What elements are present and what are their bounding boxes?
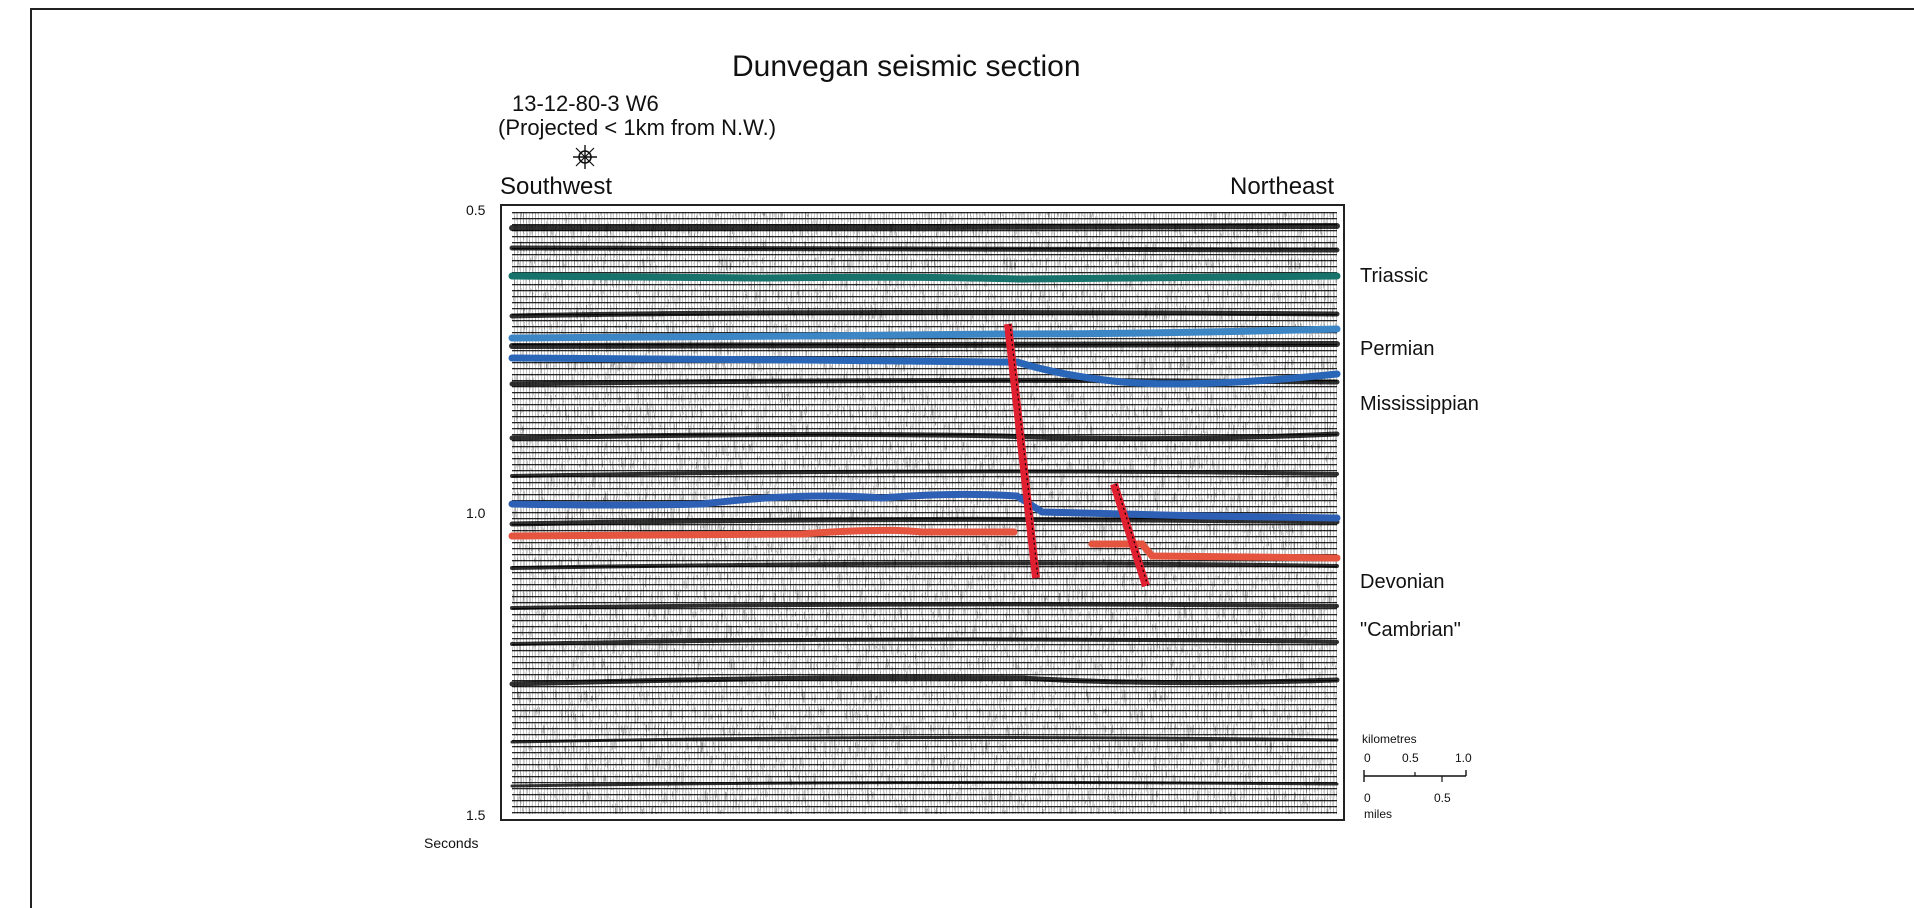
seismic-traces bbox=[508, 212, 1341, 814]
horizon-line-triassic bbox=[508, 272, 1341, 283]
well-projection-note: (Projected < 1km from N.W.) bbox=[498, 115, 777, 140]
horizon-label-mississippian: Mississippian bbox=[1360, 393, 1479, 415]
scale-km-tick: 1.0 bbox=[1455, 751, 1472, 765]
direction-label-left: Southwest bbox=[500, 173, 613, 200]
scale-km-title: kilometres bbox=[1362, 732, 1417, 746]
horizon-label-cambrian: "Cambrian" bbox=[1360, 619, 1461, 641]
time-tick: 1.5 bbox=[466, 807, 486, 823]
horizon-line-cambrian-right bbox=[1088, 540, 1341, 562]
horizon-line-cambrian-left bbox=[508, 526, 1018, 540]
scale-mi-title: miles bbox=[1364, 807, 1393, 821]
horizon-lines bbox=[508, 272, 1341, 562]
direction-label-right: Northeast bbox=[1230, 173, 1335, 200]
scale-km-tick: 0.5 bbox=[1402, 751, 1419, 765]
time-tick: 1.0 bbox=[466, 505, 486, 521]
horizon-line-devonian bbox=[508, 490, 1341, 522]
fault-line bbox=[1004, 323, 1040, 579]
horizon-line-permian bbox=[508, 325, 1341, 342]
horizon-label-triassic: Triassic bbox=[1360, 265, 1429, 287]
fault-line bbox=[1110, 482, 1150, 588]
horizon-label-devonian: Devonian bbox=[1360, 571, 1445, 593]
scale-km-tick: 0 bbox=[1364, 751, 1371, 765]
well-name: 13-12-80-3 W6 bbox=[512, 91, 659, 116]
seismic-section bbox=[500, 204, 1345, 821]
scale-bar bbox=[1363, 770, 1467, 782]
time-axis-unit: Seconds bbox=[424, 835, 479, 851]
well-symbol-icon bbox=[573, 145, 597, 169]
horizon-line-mississippian bbox=[508, 354, 1341, 388]
scale-mi-tick: 0 bbox=[1364, 791, 1371, 805]
horizon-label-permian: Permian bbox=[1360, 338, 1435, 360]
fault-lines bbox=[1004, 323, 1150, 588]
reflector-bands bbox=[509, 223, 1340, 788]
time-tick: 0.5 bbox=[466, 202, 486, 218]
figure-title: Dunvegan seismic section bbox=[732, 50, 1081, 83]
scale-mi-tick: 0.5 bbox=[1434, 791, 1451, 805]
